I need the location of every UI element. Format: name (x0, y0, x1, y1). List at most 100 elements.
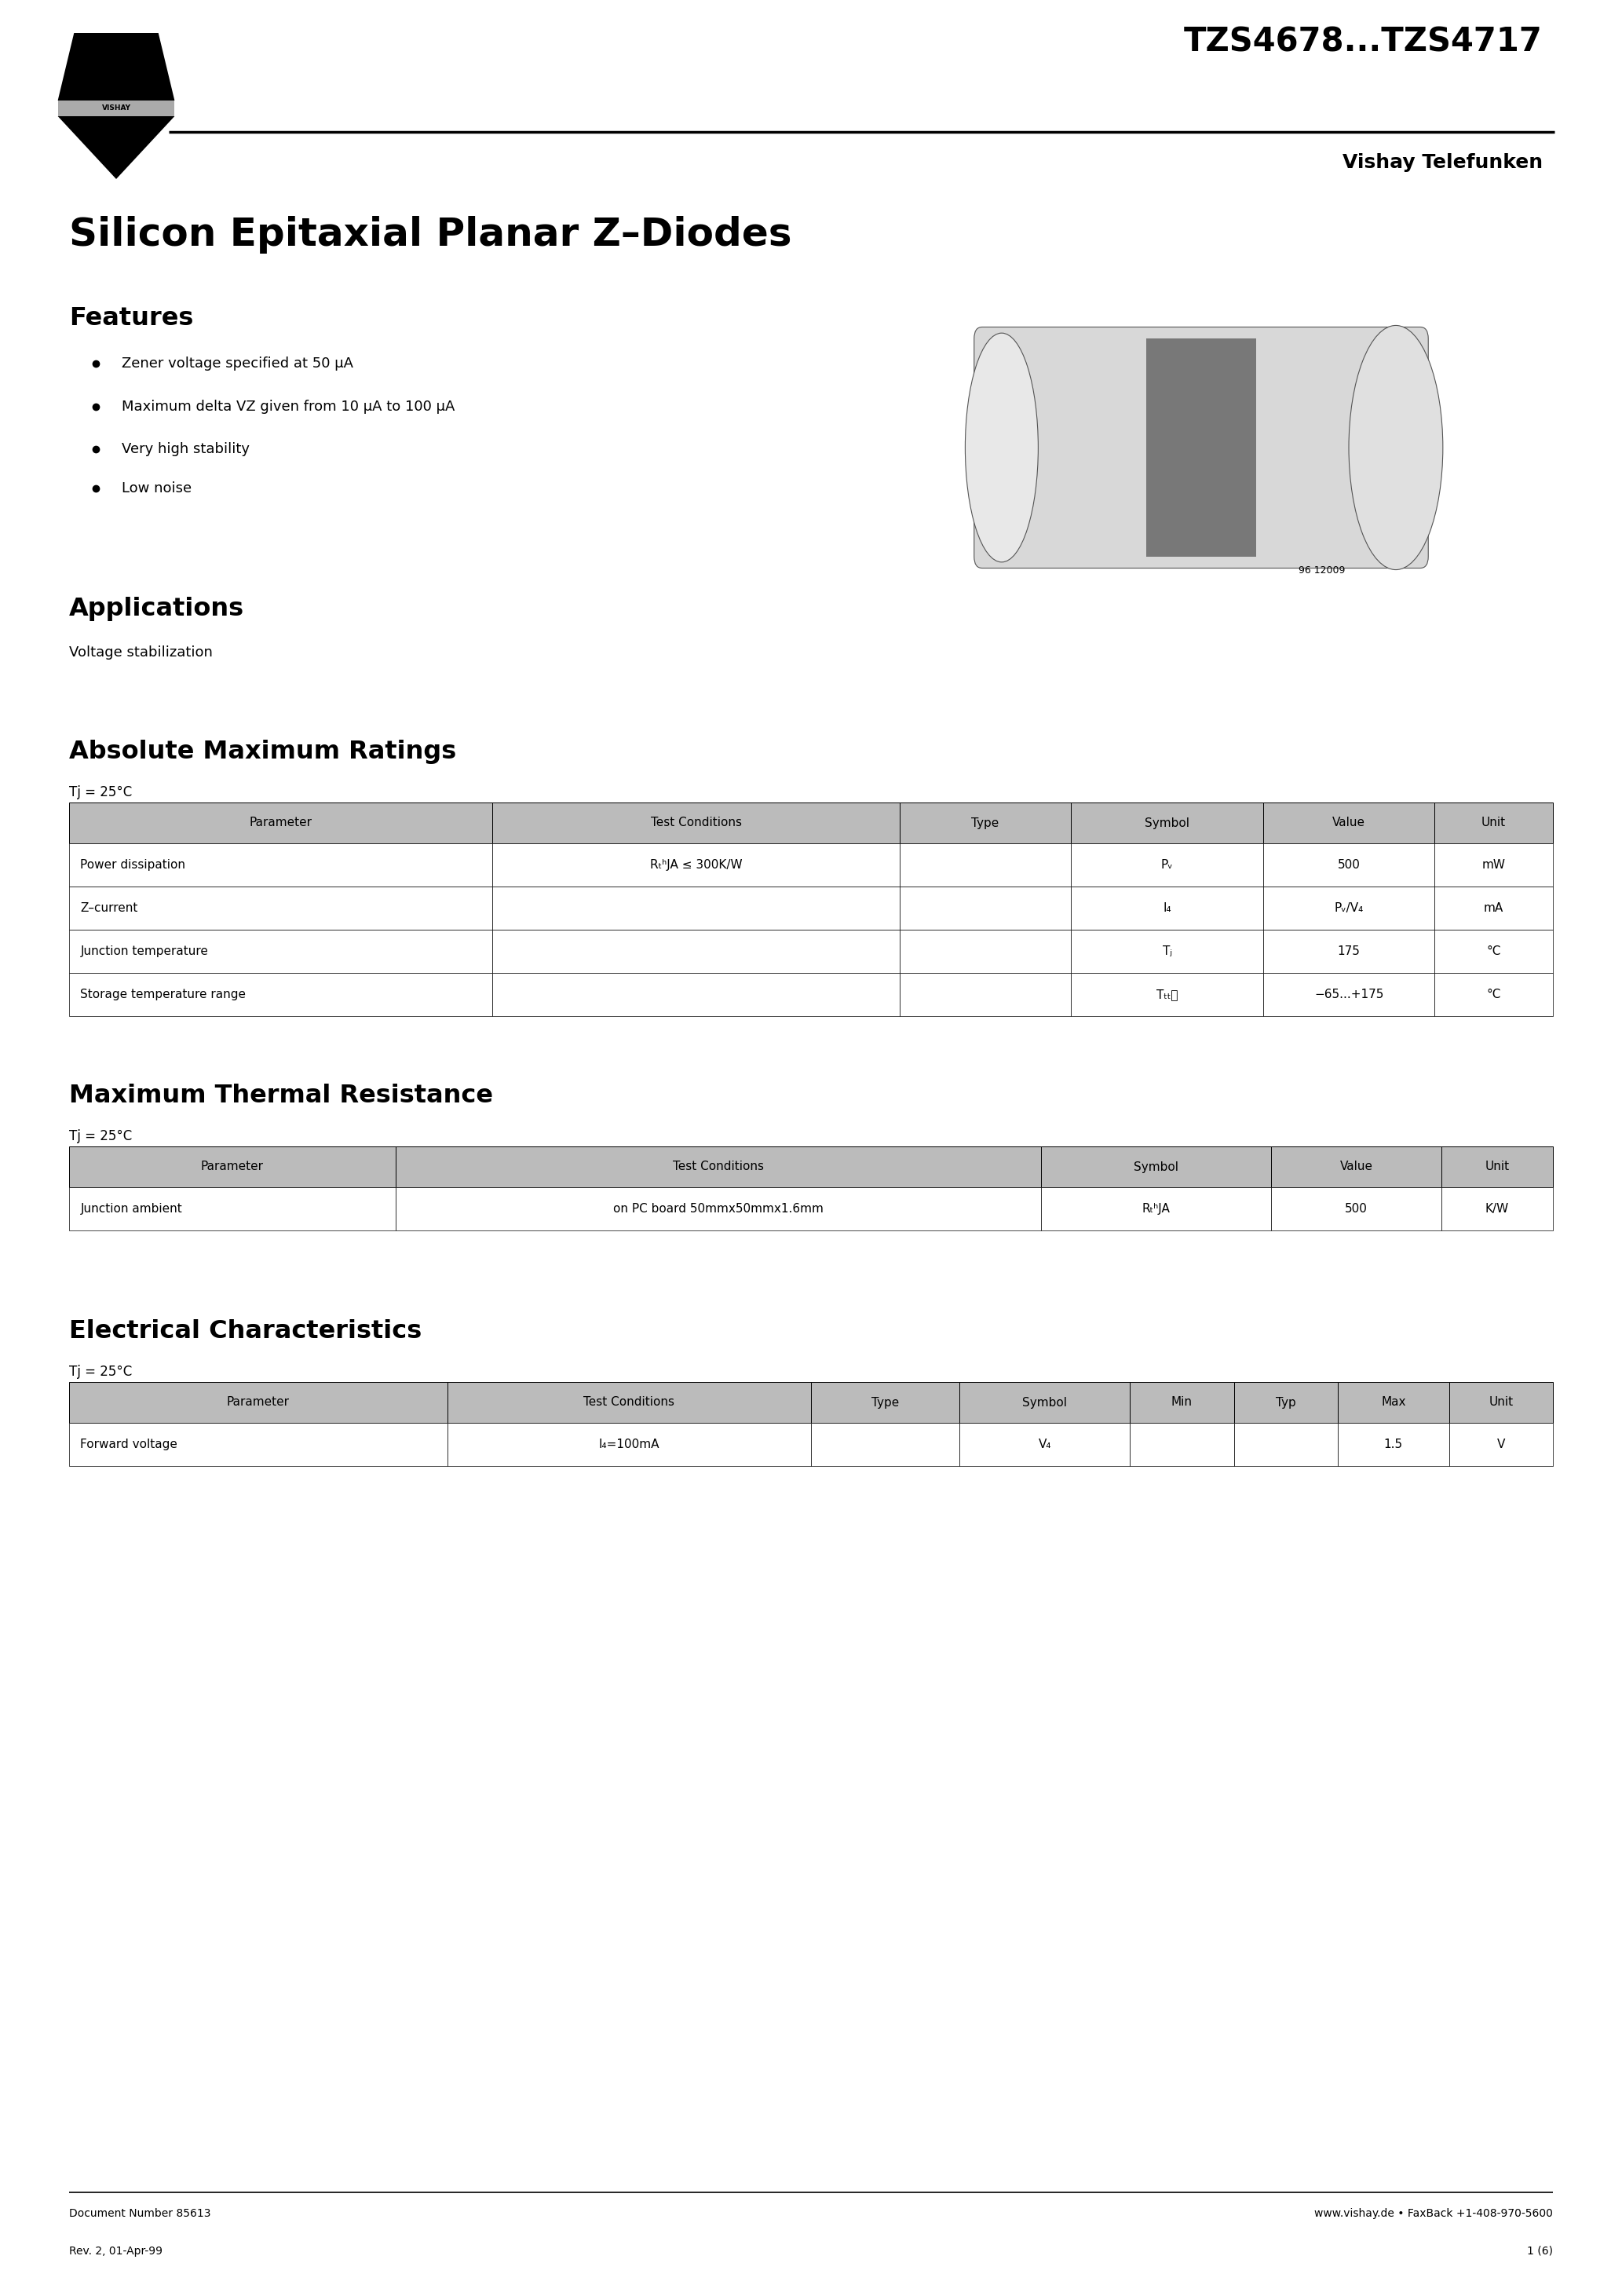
Text: Tj = 25°C: Tj = 25°C (70, 1130, 131, 1143)
Text: °C: °C (1486, 990, 1500, 1001)
Bar (1272, 1146, 1442, 1187)
Ellipse shape (1350, 326, 1444, 569)
Text: Tₜₜᵲ: Tₜₜᵲ (1156, 990, 1178, 1001)
FancyBboxPatch shape (1147, 338, 1257, 556)
Bar (1264, 886, 1434, 930)
Text: Forward voltage: Forward voltage (81, 1440, 178, 1451)
Text: Test Conditions: Test Conditions (673, 1162, 764, 1173)
Text: Parameter: Parameter (227, 1396, 290, 1407)
Text: VISHAY: VISHAY (102, 106, 131, 113)
Text: Z–current: Z–current (81, 902, 138, 914)
Text: Power dissipation: Power dissipation (81, 859, 185, 870)
Text: 1 (6): 1 (6) (1526, 2245, 1552, 2257)
Text: Type: Type (972, 817, 999, 829)
Text: V: V (1497, 1440, 1505, 1451)
Bar (1234, 1382, 1338, 1424)
Bar (1131, 1424, 1234, 1467)
Bar (1041, 1146, 1272, 1187)
Text: TZS4678...TZS4717: TZS4678...TZS4717 (1184, 25, 1543, 60)
Bar (448, 1424, 811, 1467)
Text: Absolute Maximum Ratings: Absolute Maximum Ratings (70, 739, 456, 765)
Bar (811, 1382, 959, 1424)
Bar (900, 930, 1071, 974)
Text: °C: °C (1486, 946, 1500, 957)
Text: Test Conditions: Test Conditions (650, 817, 741, 829)
Text: Max: Max (1380, 1396, 1406, 1407)
Bar (396, 1146, 1041, 1187)
Bar (491, 974, 900, 1017)
Text: Tj = 25°C: Tj = 25°C (70, 1364, 131, 1380)
Bar (900, 843, 1071, 886)
Bar (70, 843, 491, 886)
Text: I₄: I₄ (1163, 902, 1171, 914)
Text: RₜʰJA ≤ 300K/W: RₜʰJA ≤ 300K/W (650, 859, 743, 870)
Text: Symbol: Symbol (1134, 1162, 1178, 1173)
Bar (900, 974, 1071, 1017)
Bar (1442, 1146, 1552, 1187)
Bar (1264, 804, 1434, 843)
Bar (1338, 1424, 1448, 1467)
Text: Tj = 25°C: Tj = 25°C (70, 785, 131, 799)
Bar (396, 1187, 1041, 1231)
Bar (1071, 804, 1264, 843)
Bar (1071, 974, 1264, 1017)
Text: Symbol: Symbol (1022, 1396, 1067, 1407)
Text: Tⱼ: Tⱼ (1163, 946, 1171, 957)
Bar (1041, 1187, 1272, 1231)
Bar (491, 930, 900, 974)
Text: Pᵥ: Pᵥ (1161, 859, 1173, 870)
Text: Storage temperature range: Storage temperature range (81, 990, 247, 1001)
Text: Electrical Characteristics: Electrical Characteristics (70, 1320, 422, 1343)
Text: Maximum Thermal Resistance: Maximum Thermal Resistance (70, 1084, 493, 1109)
Bar (1434, 843, 1552, 886)
Text: www.vishay.de • FaxBack +1-408-970-5600: www.vishay.de • FaxBack +1-408-970-5600 (1314, 2209, 1552, 2218)
Text: Document Number 85613: Document Number 85613 (70, 2209, 211, 2218)
Text: 175: 175 (1338, 946, 1361, 957)
Text: 96 12009: 96 12009 (1299, 565, 1345, 576)
Bar (70, 1382, 448, 1424)
Bar (900, 804, 1071, 843)
Text: 1.5: 1.5 (1384, 1440, 1403, 1451)
Bar (1448, 1424, 1552, 1467)
Bar (1448, 1382, 1552, 1424)
Polygon shape (58, 117, 175, 179)
Bar (1131, 1382, 1234, 1424)
Bar (1434, 804, 1552, 843)
Text: mA: mA (1484, 902, 1504, 914)
Text: Typ: Typ (1277, 1396, 1296, 1407)
Text: Silicon Epitaxial Planar Z–Diodes: Silicon Epitaxial Planar Z–Diodes (70, 216, 792, 253)
Bar (1264, 930, 1434, 974)
Bar (1071, 886, 1264, 930)
Bar (491, 886, 900, 930)
Bar (1434, 886, 1552, 930)
Bar (70, 804, 491, 843)
Text: Parameter: Parameter (201, 1162, 264, 1173)
Text: Value: Value (1340, 1162, 1372, 1173)
Bar (959, 1424, 1131, 1467)
Bar (491, 804, 900, 843)
Polygon shape (58, 32, 175, 101)
Bar (70, 1146, 396, 1187)
Bar (1264, 974, 1434, 1017)
FancyBboxPatch shape (975, 326, 1429, 567)
Text: Unit: Unit (1486, 1162, 1510, 1173)
Bar (1434, 974, 1552, 1017)
Bar (491, 843, 900, 886)
Text: Parameter: Parameter (250, 817, 311, 829)
Text: Maximum delta VZ given from 10 μA to 100 μA: Maximum delta VZ given from 10 μA to 100… (122, 400, 456, 413)
Text: Pᵥ/V₄: Pᵥ/V₄ (1335, 902, 1364, 914)
Text: Low noise: Low noise (122, 482, 191, 496)
Polygon shape (58, 101, 175, 117)
Text: Symbol: Symbol (1145, 817, 1189, 829)
Text: 500: 500 (1345, 1203, 1367, 1215)
Text: Features: Features (70, 305, 193, 331)
Text: Unit: Unit (1481, 817, 1505, 829)
Bar (959, 1382, 1131, 1424)
Bar (1234, 1424, 1338, 1467)
Text: K/W: K/W (1486, 1203, 1508, 1215)
Text: mW: mW (1483, 859, 1505, 870)
Text: 500: 500 (1338, 859, 1361, 870)
Bar (70, 930, 491, 974)
Bar (900, 886, 1071, 930)
Bar (1071, 843, 1264, 886)
